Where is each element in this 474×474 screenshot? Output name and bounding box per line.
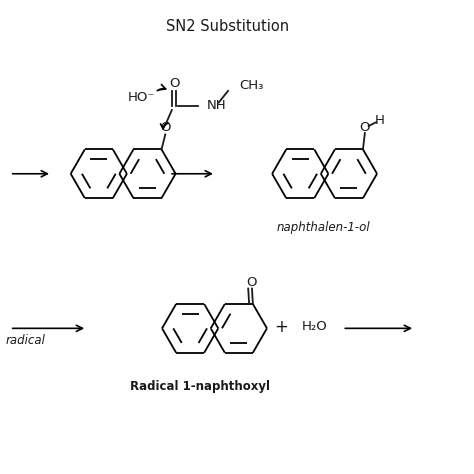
Text: +: + xyxy=(274,318,289,336)
Text: CH₃: CH₃ xyxy=(239,79,263,92)
Text: O: O xyxy=(360,121,370,134)
Text: O: O xyxy=(246,276,256,289)
Text: SN2 Substitution: SN2 Substitution xyxy=(166,19,289,34)
Text: NH: NH xyxy=(207,99,227,112)
Text: radical: radical xyxy=(5,335,45,347)
Text: H: H xyxy=(374,114,384,127)
Text: HO⁻: HO⁻ xyxy=(128,91,155,104)
Text: naphthalen-1-ol: naphthalen-1-ol xyxy=(277,220,371,234)
Text: Radical 1-naphthoxyl: Radical 1-naphthoxyl xyxy=(129,380,270,393)
Text: O: O xyxy=(169,77,180,91)
Text: O: O xyxy=(160,121,171,134)
Text: H₂O: H₂O xyxy=(301,320,327,333)
